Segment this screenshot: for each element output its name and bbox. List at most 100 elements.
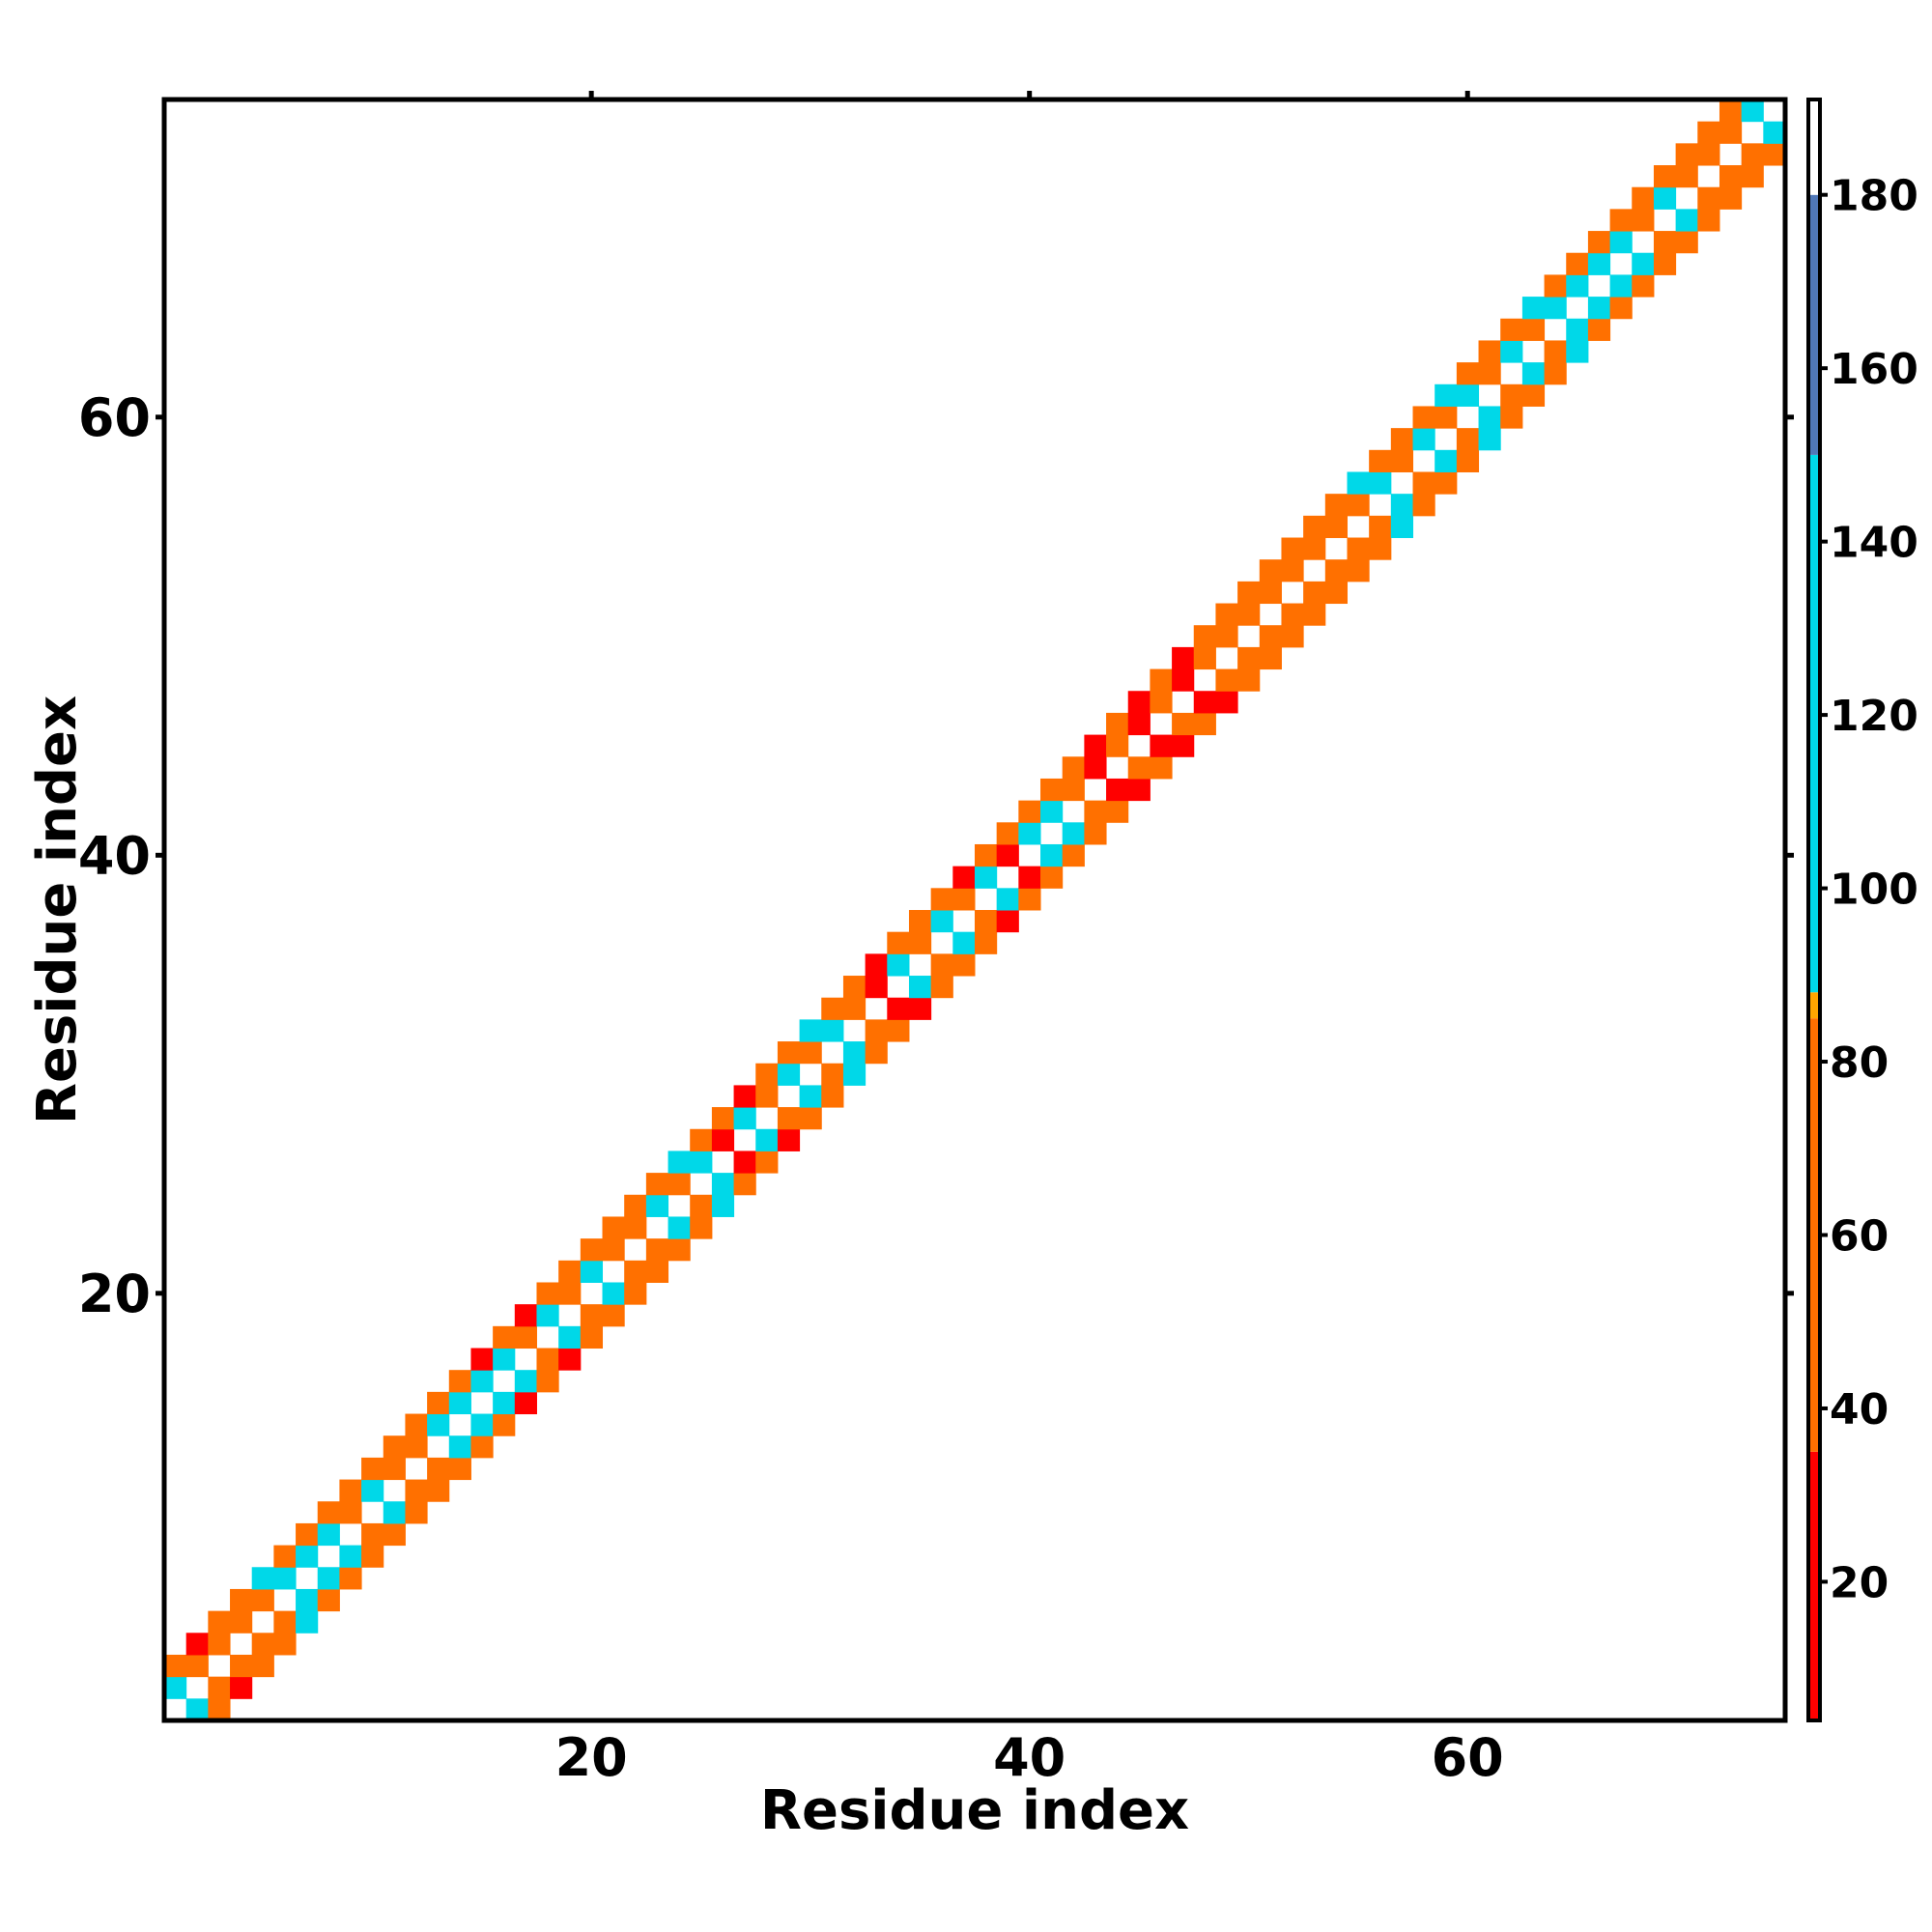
heatmap-cell — [975, 910, 998, 933]
heatmap-cell — [230, 1654, 253, 1678]
heatmap-cell — [908, 910, 932, 933]
heatmap-cell — [1084, 800, 1107, 823]
heatmap-cell — [1127, 778, 1151, 802]
colorbar-tick-label: 120 — [1830, 692, 1918, 741]
heatmap-cell — [1609, 297, 1633, 320]
heatmap-cell — [405, 1435, 428, 1459]
heatmap-cell — [1587, 297, 1611, 320]
heatmap-cell — [821, 1085, 844, 1108]
heatmap-cell — [1172, 646, 1195, 670]
heatmap-cell — [1741, 99, 1764, 123]
heatmap-cell — [1587, 252, 1611, 275]
heatmap-cell — [1237, 581, 1261, 605]
heatmap-cell — [1150, 668, 1173, 692]
heatmap-cell — [733, 1107, 756, 1130]
heatmap-cell — [1347, 559, 1370, 582]
heatmap-cell — [273, 1633, 297, 1656]
x-axis: 20 40 60 — [555, 91, 1504, 1788]
heatmap-cell — [1741, 165, 1764, 188]
heatmap-cell — [164, 1676, 187, 1699]
heatmap-cell — [251, 1567, 274, 1590]
heatmap-cell — [470, 1413, 494, 1436]
colorbar-tick-label: 180 — [1830, 172, 1918, 221]
heatmap-cell — [1193, 712, 1216, 736]
heatmap-cell — [1172, 712, 1195, 736]
heatmap-cell — [1324, 494, 1348, 517]
heatmap-cell — [296, 1545, 319, 1568]
heatmap-cell — [1609, 231, 1633, 254]
colorbar: 20 40 60 80 100 120 140 160 180 — [1806, 98, 1918, 1722]
heatmap-cell — [558, 1260, 582, 1283]
heatmap-cell — [1084, 822, 1107, 845]
heatmap-cell — [1456, 362, 1480, 385]
heatmap-cell — [493, 1325, 516, 1350]
heatmap-cell — [1390, 494, 1414, 517]
heatmap-cell — [1521, 362, 1546, 385]
heatmap-cell — [930, 976, 953, 999]
heatmap-cell — [668, 1151, 691, 1174]
heatmap-cell — [405, 1501, 428, 1524]
heatmap-cell — [821, 1063, 844, 1086]
heatmap-cell — [1062, 843, 1085, 867]
heatmap-cell — [296, 1522, 319, 1547]
plot-frame — [161, 97, 1788, 1723]
heatmap-cell — [1697, 121, 1720, 144]
heatmap-cell — [668, 1238, 691, 1262]
heatmap-cell — [514, 1304, 537, 1327]
heatmap-cell — [996, 888, 1019, 911]
heatmap-cell — [514, 1325, 537, 1350]
x-axis-title: Residue index — [760, 1779, 1189, 1842]
heatmap-cell — [361, 1479, 384, 1502]
heatmap-cell — [230, 1588, 253, 1612]
heatmap-cell — [251, 1654, 274, 1678]
heatmap-cell — [1763, 143, 1786, 166]
heatmap-cell — [1566, 252, 1589, 275]
heatmap-cell — [777, 1107, 801, 1130]
heatmap-cell — [470, 1370, 494, 1393]
heatmap-cell — [273, 1545, 297, 1568]
heatmap-cell — [645, 1260, 669, 1283]
heatmap-cell — [1412, 471, 1435, 495]
heatmap-cell — [602, 1282, 625, 1305]
heatmap-cell — [580, 1260, 604, 1283]
heatmap-cell — [799, 1085, 822, 1108]
heatmap-cell — [1500, 340, 1523, 363]
heatmap-cell — [1456, 428, 1480, 451]
heatmap-cell — [1478, 362, 1501, 385]
heatmap-cell — [1324, 515, 1348, 539]
heatmap-cell — [690, 1216, 713, 1239]
heatmap-cell — [1390, 428, 1414, 451]
heatmap-cell — [1566, 318, 1589, 341]
heatmap-cell — [1281, 603, 1304, 626]
y-axis: 20 40 60 — [78, 387, 1794, 1324]
heatmap-cell — [1697, 186, 1720, 210]
heatmap-cell — [755, 1128, 779, 1151]
heatmap-cell — [1347, 494, 1370, 517]
heatmap-cell — [1412, 406, 1435, 429]
heatmap-cell — [1215, 691, 1238, 714]
heatmap-cell — [645, 1173, 669, 1196]
heatmap-cell — [383, 1522, 406, 1547]
heatmap-cell — [1719, 165, 1743, 188]
heatmap-cell — [1521, 297, 1546, 320]
heatmap-cell — [1675, 209, 1698, 232]
heatmap-cell — [668, 1216, 691, 1239]
heatmap-cell — [1697, 143, 1720, 166]
heatmap-cell — [602, 1216, 625, 1239]
heatmap-cell — [580, 1238, 604, 1262]
heatmap-cell — [1150, 756, 1173, 780]
x-tick-label: 20 — [555, 1727, 628, 1788]
heatmap-cell — [865, 1041, 888, 1065]
y-tick-label: 20 — [78, 1264, 151, 1324]
heatmap-cell — [339, 1545, 362, 1568]
heatmap-cell — [448, 1435, 471, 1459]
heatmap-cell — [1675, 143, 1698, 166]
heatmap-cell — [1478, 406, 1501, 429]
heatmap-cell — [755, 1085, 779, 1108]
colorbar-segment — [1808, 1451, 1820, 1720]
heatmap-cell — [733, 1173, 756, 1196]
heatmap-cell — [799, 1107, 822, 1130]
heatmap-cell — [1521, 384, 1546, 407]
heatmap-cell — [448, 1391, 471, 1415]
